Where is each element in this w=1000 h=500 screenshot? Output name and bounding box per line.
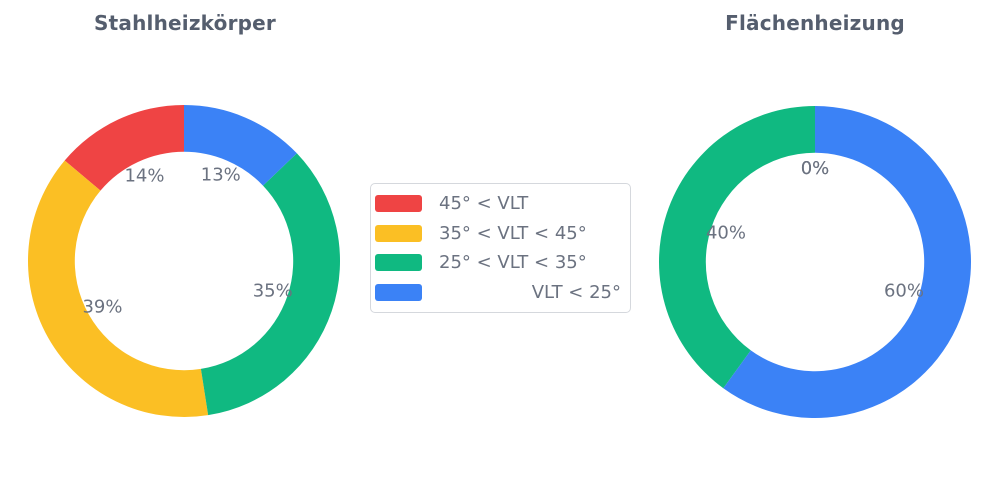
percent-label: 13% <box>201 164 241 185</box>
donut-segment <box>723 106 971 419</box>
percent-label: 14% <box>124 166 164 187</box>
legend-swatch-red <box>375 195 422 213</box>
legend-item-25-35: 25° < VLT < 35° <box>375 248 621 278</box>
right-chart-title: Flächenheizung <box>725 11 905 35</box>
donut-segment <box>658 106 815 389</box>
donut-segment <box>184 104 297 186</box>
left-chart-title: Stahlheizkörper <box>94 11 276 35</box>
legend-item-label: 45° < VLT <box>439 193 529 215</box>
donut-svg: 14% 39% 35% 13% <box>27 104 341 418</box>
legend-item-vlt-lt-25: VLT < 25° <box>375 278 621 308</box>
legend-swatch-blue <box>375 283 422 301</box>
donut-segment <box>200 153 341 416</box>
donut-segment <box>64 105 184 191</box>
flaechenheizung-donut-chart: 0% 0% 40% 60% <box>655 102 975 422</box>
percent-label: 35% <box>253 281 293 302</box>
legend-item-35-45: 35° < VLT < 45° <box>375 219 621 249</box>
legend-item-label: VLT < 25° <box>531 281 621 303</box>
percent-label: 40% <box>706 223 746 244</box>
legend-item-label: 35° < VLT < 45° <box>439 222 587 244</box>
legend-item-label: 25° < VLT < 35° <box>439 252 587 274</box>
percent-label: 39% <box>82 297 122 318</box>
percent-label: 60% <box>884 280 924 301</box>
legend: 45° < VLT 35° < VLT < 45° 25° < VLT < 35… <box>370 183 631 313</box>
percent-label: 0% <box>801 158 830 179</box>
legend-swatch-green <box>375 254 422 272</box>
legend-swatch-yellow <box>375 224 422 242</box>
percent-label: 0% <box>801 158 830 179</box>
donut-segment <box>27 160 209 418</box>
donut-svg: 0%0%40%60% <box>658 106 971 419</box>
stahlheizkoerper-donut-chart: 14% 39% 35% 13% <box>24 101 344 421</box>
legend-item-45-lt-vlt: 45° < VLT <box>375 189 621 219</box>
